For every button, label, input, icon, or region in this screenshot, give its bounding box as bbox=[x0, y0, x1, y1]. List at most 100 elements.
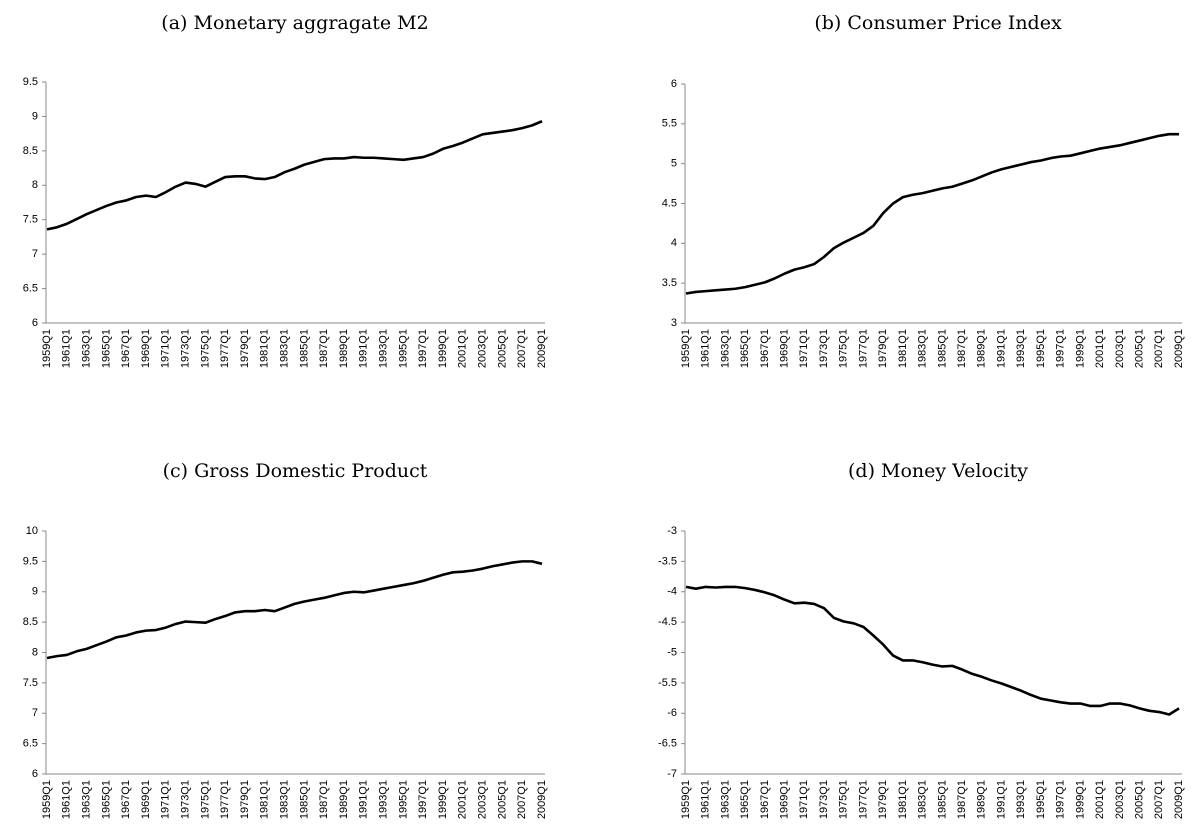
x-tick-label: 1965Q1 bbox=[100, 329, 112, 368]
panel-title: (c) Gross Domestic Product bbox=[163, 460, 428, 482]
y-tick-label: 4.5 bbox=[662, 197, 677, 209]
x-tick-label: 1971Q1 bbox=[160, 780, 172, 819]
y-tick-label: 6 bbox=[32, 768, 38, 780]
x-tick-label: 1965Q1 bbox=[739, 780, 751, 819]
x-tick-label: 1989Q1 bbox=[338, 329, 350, 368]
y-tick-label: 9 bbox=[32, 110, 38, 122]
y-tick-label: 6.5 bbox=[23, 282, 38, 294]
x-tick-label: 1971Q1 bbox=[798, 780, 810, 819]
x-tick-label: 1999Q1 bbox=[1074, 329, 1086, 368]
y-tick-label: -3 bbox=[667, 525, 677, 537]
y-tick-label: 10 bbox=[26, 525, 38, 537]
x-tick-label: 1985Q1 bbox=[936, 780, 948, 819]
x-tick-label: 1963Q1 bbox=[719, 780, 731, 819]
x-tick-label: 1989Q1 bbox=[338, 780, 350, 819]
x-tick-label: 2005Q1 bbox=[496, 780, 508, 819]
x-tick-label: 1997Q1 bbox=[1055, 329, 1067, 368]
x-tick-label: 1959Q1 bbox=[41, 329, 53, 368]
x-tick-label: 1997Q1 bbox=[1055, 780, 1067, 819]
y-tick-label: 9.5 bbox=[23, 76, 38, 88]
x-tick-label: 2009Q1 bbox=[1173, 780, 1185, 819]
x-tick-label: 1979Q1 bbox=[239, 780, 251, 819]
y-tick-label: 6 bbox=[32, 317, 38, 329]
y-tick-label: 7.5 bbox=[23, 677, 38, 689]
y-tick-label: -4 bbox=[667, 586, 677, 598]
x-tick-label: 1983Q1 bbox=[917, 329, 929, 368]
x-tick-label: 1967Q1 bbox=[759, 329, 771, 368]
x-tick-label: 1969Q1 bbox=[779, 780, 791, 819]
x-tick-label: 1995Q1 bbox=[397, 329, 409, 368]
x-tick-label: 2007Q1 bbox=[1153, 329, 1165, 368]
x-tick-label: 1991Q1 bbox=[995, 329, 1007, 368]
x-tick-label: 1961Q1 bbox=[700, 329, 712, 368]
x-tick-label: 1971Q1 bbox=[160, 329, 172, 368]
y-tick-label: -6.5 bbox=[658, 738, 677, 750]
x-tick-label: 2003Q1 bbox=[477, 780, 489, 819]
panel-title: (d) Money Velocity bbox=[848, 460, 1028, 482]
x-tick-label: 1981Q1 bbox=[259, 329, 271, 368]
panel-title: (b) Consumer Price Index bbox=[814, 12, 1062, 34]
x-tick-label: 1991Q1 bbox=[358, 329, 370, 368]
x-tick-label: 1995Q1 bbox=[397, 780, 409, 819]
x-tick-label: 1997Q1 bbox=[417, 780, 429, 819]
x-tick-label: 2005Q1 bbox=[1134, 329, 1146, 368]
y-tick-label: 7 bbox=[32, 707, 38, 719]
x-tick-label: 1967Q1 bbox=[120, 780, 132, 819]
x-tick-label: 2007Q1 bbox=[1153, 780, 1165, 819]
x-tick-label: 1979Q1 bbox=[877, 780, 889, 819]
data-line bbox=[46, 120, 543, 231]
y-tick-label: -7 bbox=[667, 768, 677, 780]
x-tick-label: 1977Q1 bbox=[857, 780, 869, 819]
x-tick-label: 1999Q1 bbox=[1074, 780, 1086, 819]
x-tick-label: 1965Q1 bbox=[739, 329, 751, 368]
x-tick-label: 1969Q1 bbox=[140, 329, 152, 368]
data-line bbox=[685, 132, 1180, 295]
x-tick-label: 1983Q1 bbox=[279, 780, 291, 819]
x-tick-label: 1979Q1 bbox=[877, 329, 889, 368]
x-tick-label: 1969Q1 bbox=[140, 780, 152, 819]
x-tick-label: 2005Q1 bbox=[496, 329, 508, 368]
x-tick-label: 1981Q1 bbox=[259, 780, 271, 819]
y-tick-label: -4.5 bbox=[658, 616, 677, 628]
x-tick-label: 1961Q1 bbox=[61, 329, 73, 368]
x-tick-label: 1977Q1 bbox=[219, 780, 231, 819]
x-tick-label: 2009Q1 bbox=[1173, 329, 1185, 368]
x-tick-label: 1975Q1 bbox=[838, 780, 850, 819]
x-tick-label: 1999Q1 bbox=[437, 780, 449, 819]
y-tick-label: 6.5 bbox=[23, 738, 38, 750]
x-tick-label: 1985Q1 bbox=[936, 329, 948, 368]
x-tick-label: 2003Q1 bbox=[1114, 780, 1126, 819]
data-line bbox=[685, 585, 1180, 716]
x-tick-label: 2007Q1 bbox=[516, 780, 528, 819]
y-tick-label: 5 bbox=[671, 158, 677, 170]
y-tick-label: 8 bbox=[32, 646, 38, 658]
x-tick-label: 1991Q1 bbox=[995, 780, 1007, 819]
data-line bbox=[46, 560, 543, 660]
x-tick-label: 2001Q1 bbox=[1094, 329, 1106, 368]
x-tick-label: 1967Q1 bbox=[120, 329, 132, 368]
x-tick-label: 1983Q1 bbox=[279, 329, 291, 368]
y-tick-label: -6 bbox=[667, 707, 677, 719]
x-tick-label: 1993Q1 bbox=[1015, 780, 1027, 819]
y-tick-label: 7 bbox=[32, 248, 38, 260]
x-tick-label: 1959Q1 bbox=[680, 780, 692, 819]
y-tick-label: 7.5 bbox=[23, 214, 38, 226]
x-tick-label: 1987Q1 bbox=[956, 329, 968, 368]
x-tick-label: 1993Q1 bbox=[1015, 329, 1027, 368]
x-tick-label: 1959Q1 bbox=[41, 780, 53, 819]
x-tick-label: 1995Q1 bbox=[1035, 780, 1047, 819]
y-tick-label: 8.5 bbox=[23, 145, 38, 157]
x-tick-label: 2005Q1 bbox=[1134, 780, 1146, 819]
y-tick-label: 9 bbox=[32, 586, 38, 598]
x-tick-label: 1985Q1 bbox=[298, 329, 310, 368]
x-tick-label: 1973Q1 bbox=[818, 329, 830, 368]
x-tick-label: 1985Q1 bbox=[298, 780, 310, 819]
x-tick-label: 1987Q1 bbox=[318, 329, 330, 368]
y-tick-label: 8 bbox=[32, 179, 38, 191]
x-tick-label: 1989Q1 bbox=[976, 329, 988, 368]
y-tick-label: 4 bbox=[671, 237, 677, 249]
x-tick-label: 2001Q1 bbox=[457, 329, 469, 368]
x-tick-label: 1993Q1 bbox=[378, 329, 390, 368]
